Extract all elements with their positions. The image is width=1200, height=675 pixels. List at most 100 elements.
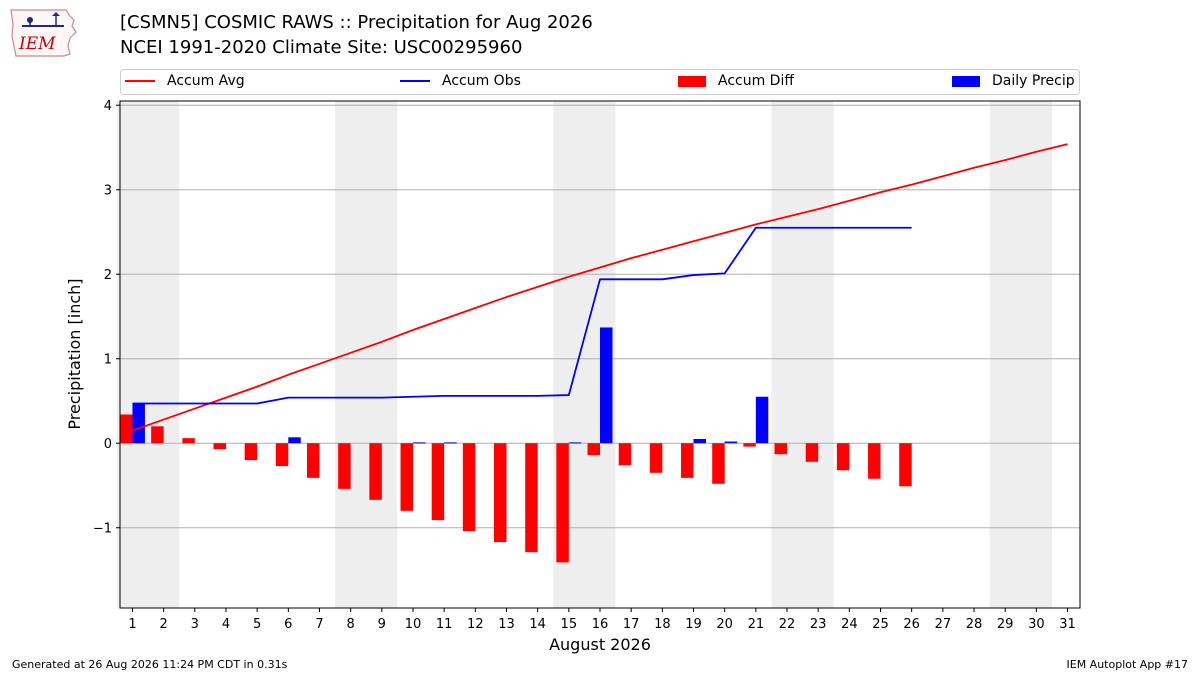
y-tick-label: 4 xyxy=(104,99,112,114)
accum-diff-bar xyxy=(525,443,538,553)
legend-item-accum-diff: Accum Diff xyxy=(678,73,794,93)
legend-label-accum-diff: Accum Diff xyxy=(718,73,795,89)
legend-item-accum-obs: Accum Obs xyxy=(400,73,521,93)
accum-diff-bar xyxy=(618,443,632,466)
accum-diff-bar xyxy=(649,443,663,473)
x-tick-label: 21 xyxy=(748,617,765,632)
x-tick-label: 30 xyxy=(1028,617,1045,632)
accum-diff-bar xyxy=(774,443,788,455)
y-tick-label: 2 xyxy=(104,268,112,283)
accum-diff-bar xyxy=(556,443,569,563)
x-tick-label: 5 xyxy=(253,617,261,632)
x-tick-label: 19 xyxy=(685,617,702,632)
accum-avg-line xyxy=(132,143,1068,432)
x-tick-label: 6 xyxy=(284,617,292,632)
chart-title: [CSMN5] COSMIC RAWS :: Precipitation for… xyxy=(120,12,593,33)
x-axis-label: August 2026 xyxy=(549,635,651,654)
accum-diff-bar xyxy=(275,443,289,467)
x-tick-label: 20 xyxy=(716,617,733,632)
accum-diff-bar xyxy=(462,443,476,532)
weekend-shade xyxy=(335,101,398,608)
daily-precip-bar xyxy=(444,442,457,444)
x-tick-label: 27 xyxy=(935,617,952,632)
accum-diff-bar xyxy=(899,443,912,487)
daily-precip-bar xyxy=(568,442,582,444)
daily-precip-bar xyxy=(724,441,738,444)
accum-diff-bar xyxy=(400,443,413,511)
accum-diff-bar xyxy=(836,443,850,471)
accum-diff-bar xyxy=(120,414,133,444)
x-tick-label: 9 xyxy=(378,617,386,632)
legend-item-daily-precip: Daily Precip xyxy=(952,73,1075,93)
x-tick-label: 7 xyxy=(315,617,323,632)
legend: Accum Avg Accum Obs Accum Diff Daily Pre… xyxy=(120,69,1080,95)
x-tick-label: 14 xyxy=(529,617,546,632)
legend-label-daily-precip: Daily Precip xyxy=(992,73,1075,89)
x-tick-label: 13 xyxy=(498,617,515,632)
iem-logo: IEM xyxy=(10,9,77,57)
weekend-shade xyxy=(771,101,834,608)
y-tick-label: 0 xyxy=(104,437,112,452)
x-tick-label: 17 xyxy=(623,617,640,632)
daily-precip-bar xyxy=(132,403,145,444)
x-tick-label: 31 xyxy=(1059,617,1076,632)
accum-diff-bar xyxy=(805,443,819,462)
accum-diff-bar xyxy=(712,443,725,484)
daily-precip-bar xyxy=(412,442,426,444)
legend-item-accum-avg: Accum Avg xyxy=(125,73,245,93)
x-tick-label: 23 xyxy=(810,617,827,632)
legend-swatch-accum-obs xyxy=(400,80,430,82)
x-tick-label: 3 xyxy=(191,617,199,632)
accum-diff-bar xyxy=(743,443,756,447)
weekend-shade xyxy=(116,101,180,608)
x-tick-label: 29 xyxy=(997,617,1014,632)
accum-diff-bar xyxy=(244,443,258,461)
accum-diff-bar xyxy=(587,443,600,456)
x-tick-label: 22 xyxy=(779,617,796,632)
x-tick-label: 10 xyxy=(405,617,422,632)
x-tick-label: 11 xyxy=(436,617,453,632)
accum-diff-bar xyxy=(182,438,195,444)
accum-obs-line xyxy=(132,226,912,405)
legend-swatch-daily-precip xyxy=(952,75,980,87)
legend-swatch-accum-avg xyxy=(125,80,155,82)
x-tick-label: 26 xyxy=(903,617,920,632)
accum-diff-bar xyxy=(494,443,507,543)
plot-frame xyxy=(119,100,1081,609)
legend-swatch-accum-diff xyxy=(678,75,706,87)
iowa-outline xyxy=(10,9,77,57)
daily-precip-bar xyxy=(600,327,613,444)
x-tick-label: 1 xyxy=(128,617,136,632)
x-tick-label: 16 xyxy=(592,617,609,632)
x-tick-label: 8 xyxy=(347,617,355,632)
vane-icon xyxy=(52,12,60,16)
x-tick-label: 4 xyxy=(222,617,230,632)
y-tick-label: 3 xyxy=(104,184,112,199)
x-tick-label: 25 xyxy=(872,617,889,632)
footer-app-text: IEM Autoplot App #17 xyxy=(1066,658,1189,671)
y-tick-label: −1 xyxy=(93,522,112,537)
daily-precip-bar xyxy=(288,437,301,444)
x-tick-label: 28 xyxy=(966,617,983,632)
weekend-shade xyxy=(989,101,1052,608)
footer-generated-text: Generated at 26 Aug 2026 11:24 PM CDT in… xyxy=(12,658,288,671)
accum-diff-bar xyxy=(338,443,351,489)
daily-precip-bar xyxy=(693,439,706,444)
weekend-shade xyxy=(553,101,616,608)
x-tick-label: 2 xyxy=(159,617,167,632)
accum-diff-bar xyxy=(213,443,226,450)
legend-label-accum-obs: Accum Obs xyxy=(442,73,521,89)
daily-precip-bar xyxy=(755,396,769,444)
logo-text: IEM xyxy=(18,34,56,54)
accum-diff-bar xyxy=(369,443,382,500)
legend-label-accum-avg: Accum Avg xyxy=(167,73,245,89)
x-tick-label: 12 xyxy=(467,617,484,632)
chart-subtitle: NCEI 1991-2020 Climate Site: USC00295960 xyxy=(120,37,523,58)
accum-diff-bar xyxy=(151,426,164,444)
x-tick-label: 18 xyxy=(654,617,671,632)
x-tick-label: 15 xyxy=(561,617,578,632)
y-tick-label: 1 xyxy=(104,353,112,368)
x-tick-label: 24 xyxy=(841,617,858,632)
accum-diff-bar xyxy=(868,443,881,479)
